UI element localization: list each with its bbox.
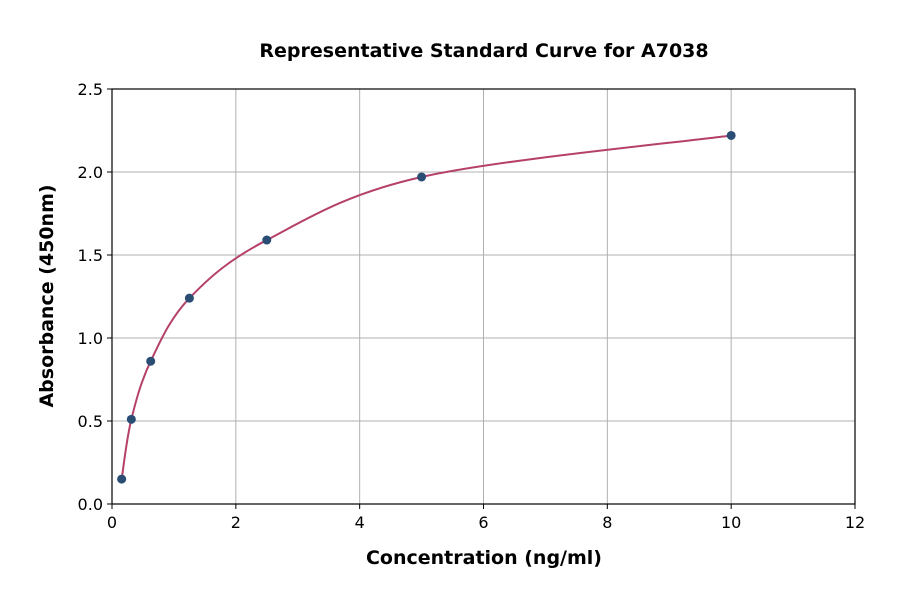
data-points bbox=[117, 130, 736, 484]
y-tick-label: 1.5 bbox=[78, 246, 103, 265]
data-point bbox=[262, 235, 272, 245]
data-point bbox=[726, 130, 736, 140]
x-tick-label: 4 bbox=[355, 513, 365, 532]
y-tick-label: 0.0 bbox=[78, 495, 103, 514]
data-point bbox=[417, 172, 427, 182]
x-axis-ticks: 0 2 4 6 8 10 12 bbox=[107, 504, 865, 532]
x-tick-label: 0 bbox=[107, 513, 117, 532]
x-axis-label: Concentration (ng/ml) bbox=[366, 547, 602, 569]
y-axis-label: Absorbance (450nm) bbox=[36, 184, 58, 407]
data-point bbox=[146, 356, 156, 366]
fit-curve bbox=[120, 134, 732, 480]
x-tick-label: 2 bbox=[231, 513, 241, 532]
y-tick-label: 2.0 bbox=[78, 163, 103, 182]
data-point bbox=[184, 293, 194, 303]
x-tick-label: 8 bbox=[602, 513, 612, 532]
grid bbox=[111, 88, 856, 505]
chart-title: Representative Standard Curve for A7038 bbox=[259, 40, 708, 62]
y-tick-label: 1.0 bbox=[78, 329, 103, 348]
y-tick-label: 0.5 bbox=[78, 412, 103, 431]
x-tick-label: 10 bbox=[721, 513, 741, 532]
x-tick-label: 12 bbox=[845, 513, 865, 532]
y-axis-ticks: 0.0 0.5 1.0 1.5 2.0 2.5 bbox=[78, 80, 112, 514]
y-tick-label: 2.5 bbox=[78, 80, 103, 99]
data-point bbox=[126, 414, 136, 424]
fit-curve-group bbox=[120, 134, 732, 480]
x-tick-label: 6 bbox=[478, 513, 488, 532]
data-point bbox=[117, 474, 127, 484]
